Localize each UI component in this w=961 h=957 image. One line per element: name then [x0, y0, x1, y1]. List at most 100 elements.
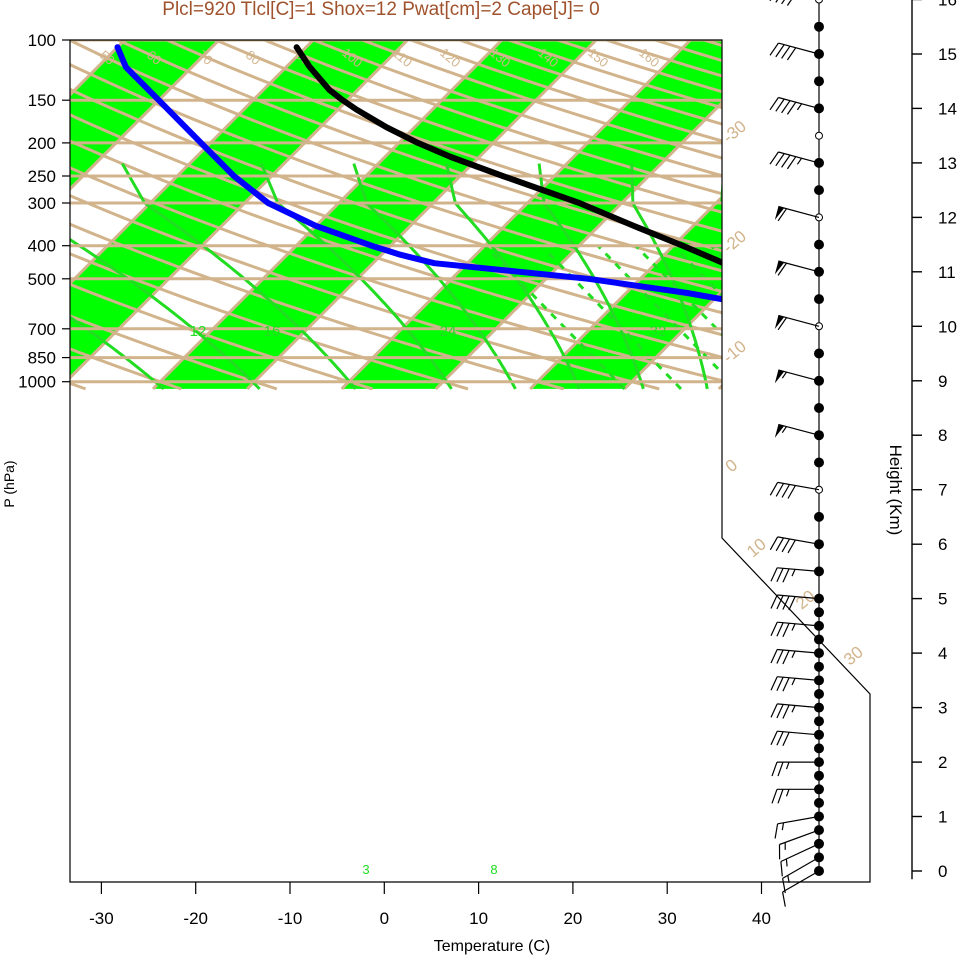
- temperature-tick-label: 10: [469, 909, 488, 928]
- wind-barb-half-feather: [787, 875, 790, 883]
- wind-barb-feather: [776, 731, 784, 746]
- wind-barb-shaft: [777, 730, 820, 736]
- wind-column: [769, 0, 824, 907]
- wind-barb-feather: [776, 568, 784, 583]
- plot-frame: [69, 39, 871, 883]
- height-tick-label: 1: [938, 808, 947, 827]
- wind-barb-shaft: [777, 536, 820, 545]
- wind-barb-feather: [775, 483, 785, 497]
- height-marker: [814, 457, 824, 468]
- dry-adiabat-line: [166, 40, 870, 391]
- mixing-ratio-line: [540, 244, 683, 390]
- wind-barb-shaft: [778, 260, 820, 273]
- wind-barb-feather: [786, 0, 792, 6]
- wind-barb-shaft: [778, 314, 820, 327]
- isotherm-label: 0: [722, 455, 741, 476]
- height-tick-label: 5: [938, 590, 947, 609]
- wind-barb-feather: [776, 676, 784, 691]
- isotherm-line: [717, 40, 870, 390]
- wind-barb-feather: [781, 45, 791, 59]
- wind-barb-feather: [770, 676, 778, 691]
- height-marker: [814, 743, 824, 754]
- mixing-ratio-label: 8: [490, 862, 497, 877]
- wind-barb-feather: [786, 47, 797, 61]
- height-marker: [814, 634, 824, 645]
- wind-barb-feather: [777, 761, 784, 777]
- mixing-ratio-line: [483, 244, 626, 390]
- height-marker: [814, 403, 824, 413]
- wind-barb-half-feather: [796, 157, 803, 165]
- pressure-tick-label: 150: [28, 91, 56, 110]
- height-marker: [814, 797, 824, 808]
- isotherm-band: [70, 40, 227, 389]
- wind-barb-half-feather: [785, 858, 788, 867]
- wind-barb-feather: [776, 622, 784, 637]
- temperature-tick-label: 30: [658, 909, 677, 928]
- wind-barb-shaft: [778, 205, 820, 218]
- moist-adiabat-line: [259, 163, 453, 390]
- wind-barb-feather: [776, 704, 784, 719]
- wind-barb-feather: [769, 151, 779, 165]
- pressure-axis: 100 150 200 250 300 400 500 700 850 1000: [18, 31, 70, 392]
- wind-barb-feather: [782, 568, 790, 583]
- wind-barb-feather: [771, 761, 778, 777]
- isotherm-label: 10: [743, 534, 770, 561]
- temperature-tick-label: -20: [183, 909, 208, 928]
- dry-adiabat-line: [70, 40, 182, 391]
- wind-barb-shaft: [778, 151, 820, 164]
- temperature-tick-label: 0: [380, 909, 389, 928]
- wind-barb-feather: [787, 485, 796, 499]
- height-marker: [814, 689, 824, 699]
- isotherm-label: 30: [840, 642, 867, 669]
- height-marker: [815, 131, 823, 140]
- wind-barb-pennant: [774, 315, 785, 329]
- wind-barb-feather: [769, 97, 779, 111]
- height-tick-label: 0: [938, 862, 947, 881]
- isotherm-label: -20: [719, 227, 750, 257]
- height-tick-label: 11: [938, 263, 956, 282]
- moist-adiabat-line: [70, 162, 165, 391]
- wind-barb-feather: [770, 567, 778, 582]
- wind-barb-shaft: [782, 856, 820, 879]
- height-tick-label: 2: [938, 753, 947, 772]
- wind-barb-feather: [782, 650, 790, 665]
- wind-barb-half-feather: [781, 822, 785, 831]
- height-tick-label: 8: [938, 426, 947, 445]
- y-axis-label: P (hPa): [1, 460, 17, 507]
- pressure-tick-label: 400: [28, 237, 56, 256]
- wind-barb-feather: [787, 539, 796, 554]
- wind-barb-shaft: [777, 815, 820, 825]
- dry-adiabat-line: [752, 40, 870, 391]
- wind-barb-shaft: [777, 676, 820, 681]
- pressure-tick-label: 1000: [18, 373, 56, 392]
- moist-adiabat-label: 12: [190, 323, 207, 340]
- wind-barb-feather: [782, 731, 790, 746]
- height-marker: [814, 185, 824, 196]
- dry-adiabat-line: [70, 40, 373, 391]
- wind-barb-feather: [775, 98, 785, 112]
- wind-barb-half-feather: [785, 761, 790, 770]
- wind-barb-feather: [770, 621, 778, 636]
- isotherm-band: [70, 40, 416, 389]
- wind-barb-feather: [781, 100, 791, 114]
- wind-barb-shaft: [780, 843, 820, 863]
- moist-adiabat-line: [444, 163, 581, 390]
- height-tick-label: 15: [938, 45, 957, 64]
- height-tick-label: 4: [938, 644, 947, 663]
- height-tick-label: 14: [938, 99, 957, 118]
- wind-barb-feather: [781, 484, 791, 498]
- wind-barb-feather: [771, 789, 778, 804]
- temperature-axis: -30 -20 -10 0 10 20 30 40: [89, 882, 771, 928]
- wind-barb-feather: [777, 789, 784, 804]
- wind-barb-feather: [777, 262, 787, 276]
- wind-barb-feather: [777, 208, 787, 222]
- wind-barb-half-feather: [791, 569, 796, 577]
- wind-barb-feather: [776, 595, 784, 610]
- wind-barb-feather: [777, 317, 787, 331]
- wind-barb-feather: [769, 42, 779, 56]
- moist-adiabat-line: [120, 162, 357, 390]
- wind-barb-feather: [781, 0, 786, 5]
- wind-barb-shaft: [777, 481, 820, 491]
- height-tick-label: 7: [938, 481, 947, 500]
